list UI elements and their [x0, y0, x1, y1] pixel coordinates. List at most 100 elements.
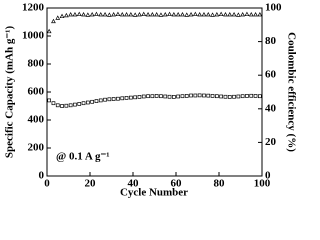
point	[201, 11, 207, 17]
point	[106, 12, 112, 17]
point	[218, 11, 224, 17]
point	[150, 94, 155, 99]
point	[248, 11, 254, 17]
point	[94, 99, 99, 103]
y2-axis-title: Coulombic efficiency (%)	[285, 32, 297, 152]
point	[137, 95, 142, 99]
annotation: @ 0.1 A g⁻¹	[56, 151, 110, 163]
point	[124, 11, 129, 17]
point	[227, 95, 232, 99]
x-tick-label: 60	[171, 178, 183, 190]
y2-tick-label: 40	[265, 102, 277, 114]
point	[47, 98, 52, 103]
y2-tick-label: 0	[265, 170, 271, 182]
point	[202, 93, 206, 98]
point	[115, 11, 121, 17]
y2-tick-label: 60	[265, 69, 277, 81]
point	[63, 12, 69, 18]
point	[223, 11, 228, 17]
point	[111, 11, 117, 17]
y2-tick-label: 80	[265, 35, 277, 47]
point	[205, 11, 211, 17]
point	[111, 97, 116, 101]
point	[85, 12, 91, 17]
point	[51, 18, 56, 24]
point	[128, 11, 134, 17]
point	[60, 104, 64, 108]
point	[158, 12, 164, 17]
x-axis-title: Cycle Number	[120, 187, 188, 199]
point	[98, 11, 104, 17]
point	[245, 94, 249, 98]
y-tick-label: 200	[28, 142, 45, 154]
point	[81, 11, 86, 17]
point	[46, 28, 52, 34]
point	[137, 11, 142, 17]
point	[85, 100, 90, 105]
point	[55, 15, 61, 20]
point	[193, 93, 198, 98]
point	[232, 94, 236, 99]
chart: Specific Capacity (mAh g⁻¹) Coulombic ef…	[4, 2, 298, 199]
x-tick-label: 80	[214, 178, 226, 190]
point	[81, 101, 86, 106]
point	[206, 93, 211, 98]
y2-tick-label: 20	[265, 136, 277, 148]
y2-tick-label: 100	[265, 2, 282, 14]
point	[55, 103, 60, 108]
point	[184, 12, 190, 17]
point	[244, 11, 250, 17]
y-tick-label: 1000	[22, 30, 45, 42]
point	[175, 11, 181, 17]
y-axis-title: Specific Capacity (mAh g⁻¹)	[4, 26, 16, 159]
point	[132, 12, 138, 17]
y-tick-label: 1200	[22, 2, 45, 14]
point	[253, 11, 258, 17]
point	[124, 96, 129, 100]
point	[145, 11, 151, 17]
point	[192, 11, 198, 17]
point	[94, 11, 99, 17]
point	[163, 94, 168, 99]
point	[258, 94, 262, 99]
point	[227, 11, 233, 17]
point	[240, 94, 245, 99]
x-tick-label: 40	[128, 178, 140, 190]
y-tick-label: 0	[39, 170, 45, 182]
point	[214, 11, 220, 17]
point	[171, 11, 177, 17]
point	[68, 103, 73, 108]
y-tick-label: 800	[28, 58, 45, 70]
point	[210, 94, 215, 98]
point	[235, 12, 241, 17]
point	[98, 98, 103, 103]
point	[253, 94, 258, 98]
point	[223, 94, 228, 99]
point	[154, 94, 159, 98]
point	[215, 94, 219, 99]
x-tick-label: 0	[44, 178, 50, 190]
point	[77, 102, 82, 106]
point	[249, 93, 254, 98]
point	[240, 11, 246, 17]
point	[116, 96, 120, 101]
point	[102, 11, 108, 17]
point	[154, 11, 160, 17]
point	[73, 102, 77, 107]
point	[172, 95, 176, 99]
point	[129, 95, 133, 100]
point	[103, 97, 107, 102]
point	[231, 11, 237, 17]
point	[162, 11, 168, 17]
point	[90, 99, 95, 104]
point	[184, 94, 189, 98]
point	[76, 11, 82, 17]
point	[72, 11, 78, 17]
point	[146, 94, 150, 99]
point	[64, 103, 69, 108]
point	[133, 95, 137, 100]
point	[180, 11, 185, 17]
point	[167, 94, 172, 99]
point	[210, 12, 215, 17]
x-tick-label: 20	[85, 178, 97, 190]
